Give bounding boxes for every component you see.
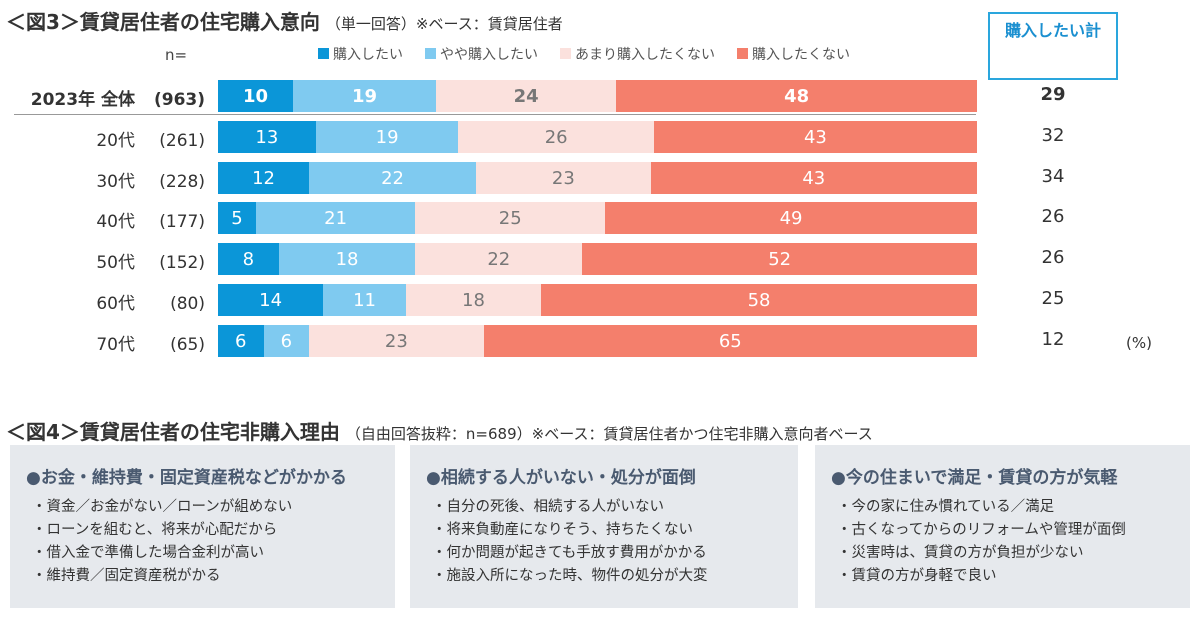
row-label: 60代 (80) bbox=[96, 294, 205, 314]
total-value: 29 bbox=[1040, 84, 1066, 105]
bar-segment: 6 bbox=[218, 325, 264, 357]
row-label: 40代 (177) bbox=[96, 212, 205, 232]
total-value: 26 bbox=[1041, 206, 1065, 227]
bar-segment: 11 bbox=[323, 284, 406, 316]
bar-segment: 52 bbox=[582, 243, 977, 275]
reason-item: ・今の家に住み慣れている／満足 bbox=[837, 499, 1055, 515]
n-value: (177) bbox=[159, 212, 205, 232]
reason-item: ・災害時は、賃貸の方が負担が少ない bbox=[837, 545, 1084, 561]
fig4-subtitle: （自由回答抜粋：n=689）※ベース：賃貸居住者かつ住宅非購入意向者ベース bbox=[345, 425, 873, 443]
bar-segment: 12 bbox=[218, 162, 310, 194]
bar-segment: 19 bbox=[293, 80, 436, 112]
bar-segment: 58 bbox=[541, 284, 977, 316]
bar-segment: 21 bbox=[255, 202, 416, 234]
reason-item: ・施設入所になった時、物件の処分が大変 bbox=[432, 568, 708, 584]
bar-segment: 43 bbox=[650, 162, 977, 194]
legend-item: 購入したくない bbox=[737, 44, 850, 64]
bar-segment: 19 bbox=[315, 121, 459, 153]
n-value: (228) bbox=[159, 172, 205, 192]
reason-box: ●相続する人がいない・処分が面倒・自分の死後、相続する人がいない・将来負動産にな… bbox=[410, 445, 798, 608]
divider bbox=[14, 114, 976, 115]
n-value: (963) bbox=[153, 90, 205, 110]
reason-item: ・借入金で準備した場合金利が高い bbox=[32, 545, 264, 561]
bar-segment: 5 bbox=[218, 202, 256, 234]
reason-item: ・自分の死後、相続する人がいない bbox=[432, 499, 664, 515]
legend-swatch bbox=[560, 48, 571, 59]
legend-swatch bbox=[737, 48, 748, 59]
reason-item: ・維持費／固定資産税がかる bbox=[32, 568, 221, 584]
fig4-title: ＜図4＞賃貸居住者の住宅非購入理由 （自由回答抜粋：n=689）※ベース：賃貸居住… bbox=[6, 420, 873, 444]
legend-swatch bbox=[425, 48, 436, 59]
reason-item: ・資金／お金がない／ローンが組めない bbox=[32, 499, 293, 515]
bar-segment: 22 bbox=[415, 243, 583, 275]
legend: 購入したい やや購入したい あまり購入したくない 購入したくない bbox=[318, 44, 850, 64]
bar-segment: 24 bbox=[435, 80, 617, 112]
reason-heading: ●今の住まいで満足・賃貸の方が気軽 bbox=[831, 468, 1118, 488]
fig3-title: ＜図3＞賃貸居住者の住宅購入意向 （単一回答）※ベース：賃貸居住者 bbox=[6, 10, 563, 34]
reason-item: ・何か問題が起きても手放す費用がかかる bbox=[432, 545, 707, 561]
n-value: (65) bbox=[170, 335, 205, 355]
row-label: 70代 (65) bbox=[96, 335, 205, 355]
n-value: (80) bbox=[170, 294, 205, 314]
legend-swatch bbox=[318, 48, 329, 59]
bar-segment: 26 bbox=[458, 121, 654, 153]
n-value: (261) bbox=[159, 131, 205, 151]
legend-item: 購入したい bbox=[318, 44, 403, 64]
total-value: 32 bbox=[1041, 125, 1065, 146]
reason-item: ・ローンを組むと、将来が心配だから bbox=[32, 522, 278, 538]
row-label: 2023年 全体 (963) bbox=[30, 90, 205, 110]
total-value: 25 bbox=[1041, 288, 1065, 309]
reason-item: ・古くなってからのリフォームや管理が面倒 bbox=[837, 522, 1126, 538]
legend-item: あまり購入したくない bbox=[560, 44, 715, 64]
bar-segment: 6 bbox=[263, 325, 310, 357]
bar-segment: 43 bbox=[653, 121, 977, 153]
bar-segment: 13 bbox=[218, 121, 316, 153]
bar-segment: 22 bbox=[309, 162, 477, 194]
reason-item: ・賃貸の方が身軽で良い bbox=[837, 568, 997, 584]
row-label: 20代 (261) bbox=[96, 131, 205, 151]
bar-segment: 14 bbox=[218, 284, 324, 316]
n-value: (152) bbox=[159, 253, 205, 273]
fig3-subtitle: （単一回答）※ベース：賃貸居住者 bbox=[325, 15, 563, 33]
reason-heading: ●相続する人がいない・処分が面倒 bbox=[426, 468, 696, 488]
row-label: 30代 (228) bbox=[96, 172, 205, 192]
n-label: n= bbox=[165, 46, 188, 64]
bar-segment: 8 bbox=[218, 243, 279, 275]
bar-segment: 23 bbox=[309, 325, 484, 357]
unit-label: (%) bbox=[1126, 334, 1152, 352]
bar-segment: 10 bbox=[218, 80, 294, 112]
total-value: 34 bbox=[1041, 166, 1065, 187]
total-value: 26 bbox=[1041, 247, 1065, 268]
legend-item: やや購入したい bbox=[425, 44, 538, 64]
row-label: 50代 (152) bbox=[96, 253, 205, 273]
bar-segment: 23 bbox=[476, 162, 651, 194]
bar-segment: 65 bbox=[483, 325, 977, 357]
bar-segment: 18 bbox=[278, 243, 416, 275]
bar-segment: 18 bbox=[405, 284, 542, 316]
reason-heading: ●お金・維持費・固定資産税などがかかる bbox=[26, 468, 347, 488]
bar-segment: 48 bbox=[616, 80, 977, 112]
bar-segment: 49 bbox=[605, 202, 977, 234]
reason-item: ・将来負動産になりそう、持ちたくない bbox=[432, 522, 693, 538]
total-value: 12 bbox=[1041, 329, 1065, 350]
total-header: 購入したい計 bbox=[988, 12, 1118, 80]
reason-box: ●お金・維持費・固定資産税などがかかる・資金／お金がない／ローンが組めない ・ロー… bbox=[10, 445, 395, 608]
bar-segment: 25 bbox=[415, 202, 606, 234]
reason-box: ●今の住まいで満足・賃貸の方が気軽・今の家に住み慣れている／満足・古くなってから… bbox=[815, 445, 1190, 608]
